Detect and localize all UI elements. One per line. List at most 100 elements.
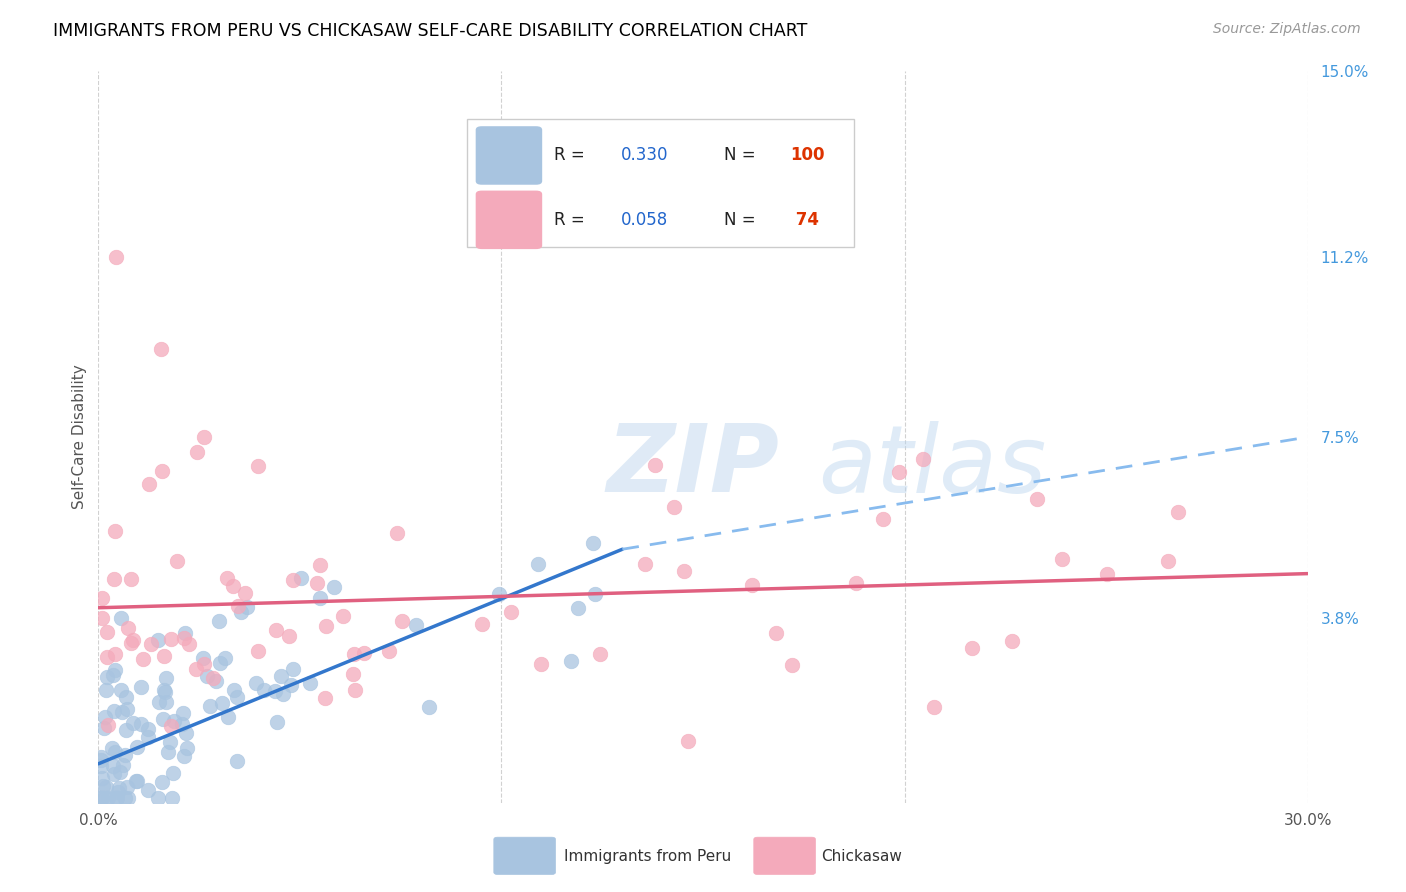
Point bbox=[271, 687, 294, 701]
Point bbox=[1026, 491, 1049, 506]
Point bbox=[120, 636, 142, 650]
Point bbox=[889, 465, 911, 479]
Point bbox=[179, 637, 201, 651]
Point bbox=[125, 739, 148, 754]
Point bbox=[290, 571, 312, 585]
Point bbox=[741, 578, 763, 592]
Text: N =: N = bbox=[724, 146, 761, 164]
Point bbox=[173, 631, 195, 645]
Point bbox=[174, 625, 197, 640]
Point bbox=[911, 452, 934, 467]
Point bbox=[176, 740, 198, 755]
Point bbox=[91, 591, 114, 606]
Point bbox=[226, 754, 249, 768]
Point bbox=[146, 633, 169, 648]
Point bbox=[104, 250, 127, 264]
Point bbox=[253, 683, 276, 698]
Point bbox=[1097, 567, 1119, 582]
Point bbox=[263, 683, 285, 698]
Point bbox=[471, 616, 494, 631]
Point bbox=[107, 785, 129, 799]
Point bbox=[353, 646, 375, 660]
Point bbox=[115, 780, 138, 794]
Point bbox=[405, 618, 427, 632]
Point bbox=[343, 647, 366, 661]
Text: N =: N = bbox=[724, 211, 761, 229]
Point bbox=[236, 600, 259, 615]
Point bbox=[114, 747, 136, 762]
Point bbox=[103, 766, 125, 780]
Point bbox=[114, 723, 136, 738]
Point bbox=[233, 585, 256, 599]
Point bbox=[131, 680, 153, 694]
Point bbox=[308, 591, 330, 605]
Text: 0.330: 0.330 bbox=[621, 146, 668, 164]
Point bbox=[136, 783, 159, 797]
Point bbox=[247, 458, 270, 473]
Point bbox=[125, 774, 148, 789]
Point bbox=[780, 657, 803, 672]
Point bbox=[172, 717, 194, 731]
Point bbox=[195, 668, 218, 682]
Point bbox=[93, 721, 115, 735]
Point bbox=[96, 670, 118, 684]
Text: Immigrants from Peru: Immigrants from Peru bbox=[564, 848, 731, 863]
Point bbox=[152, 713, 174, 727]
Point bbox=[136, 722, 159, 736]
Point bbox=[872, 512, 894, 526]
Point bbox=[342, 667, 364, 681]
Point bbox=[159, 735, 181, 749]
Point bbox=[153, 649, 176, 664]
Point bbox=[138, 731, 160, 745]
Point bbox=[160, 719, 183, 733]
Point bbox=[499, 606, 522, 620]
FancyBboxPatch shape bbox=[467, 119, 855, 247]
Point bbox=[94, 710, 117, 724]
Point bbox=[90, 753, 112, 767]
Text: R =: R = bbox=[554, 211, 591, 229]
Point bbox=[391, 614, 413, 628]
Point bbox=[111, 705, 134, 719]
Point bbox=[117, 791, 139, 805]
Point bbox=[90, 772, 112, 786]
Point bbox=[153, 685, 176, 699]
Point bbox=[198, 698, 221, 713]
Point bbox=[172, 706, 194, 720]
Point bbox=[104, 524, 127, 538]
Point bbox=[90, 759, 112, 773]
Point bbox=[94, 780, 117, 795]
Point bbox=[160, 632, 183, 646]
Point bbox=[121, 716, 143, 731]
Point bbox=[91, 611, 114, 625]
Text: 100: 100 bbox=[790, 146, 824, 164]
Point bbox=[378, 644, 401, 658]
Point bbox=[323, 581, 346, 595]
Point bbox=[96, 683, 118, 698]
Point bbox=[132, 652, 155, 666]
FancyBboxPatch shape bbox=[494, 838, 555, 874]
Point bbox=[96, 650, 118, 665]
Point bbox=[387, 525, 409, 540]
Point bbox=[110, 611, 132, 625]
Point bbox=[162, 791, 184, 805]
Point bbox=[114, 791, 136, 805]
Point bbox=[89, 791, 111, 805]
FancyBboxPatch shape bbox=[754, 838, 815, 874]
Point bbox=[129, 716, 152, 731]
Point bbox=[148, 791, 170, 805]
Point bbox=[280, 678, 302, 692]
Point bbox=[90, 750, 112, 764]
Point bbox=[150, 775, 173, 789]
Point bbox=[229, 605, 252, 619]
Point bbox=[90, 791, 112, 805]
Point bbox=[105, 791, 128, 805]
Point bbox=[104, 745, 127, 759]
Point bbox=[246, 644, 269, 658]
Point bbox=[222, 579, 245, 593]
Point bbox=[582, 535, 605, 549]
Text: atlas: atlas bbox=[818, 421, 1046, 512]
Point bbox=[138, 476, 160, 491]
Point bbox=[962, 640, 984, 655]
Point bbox=[155, 695, 177, 709]
Point bbox=[215, 571, 238, 585]
